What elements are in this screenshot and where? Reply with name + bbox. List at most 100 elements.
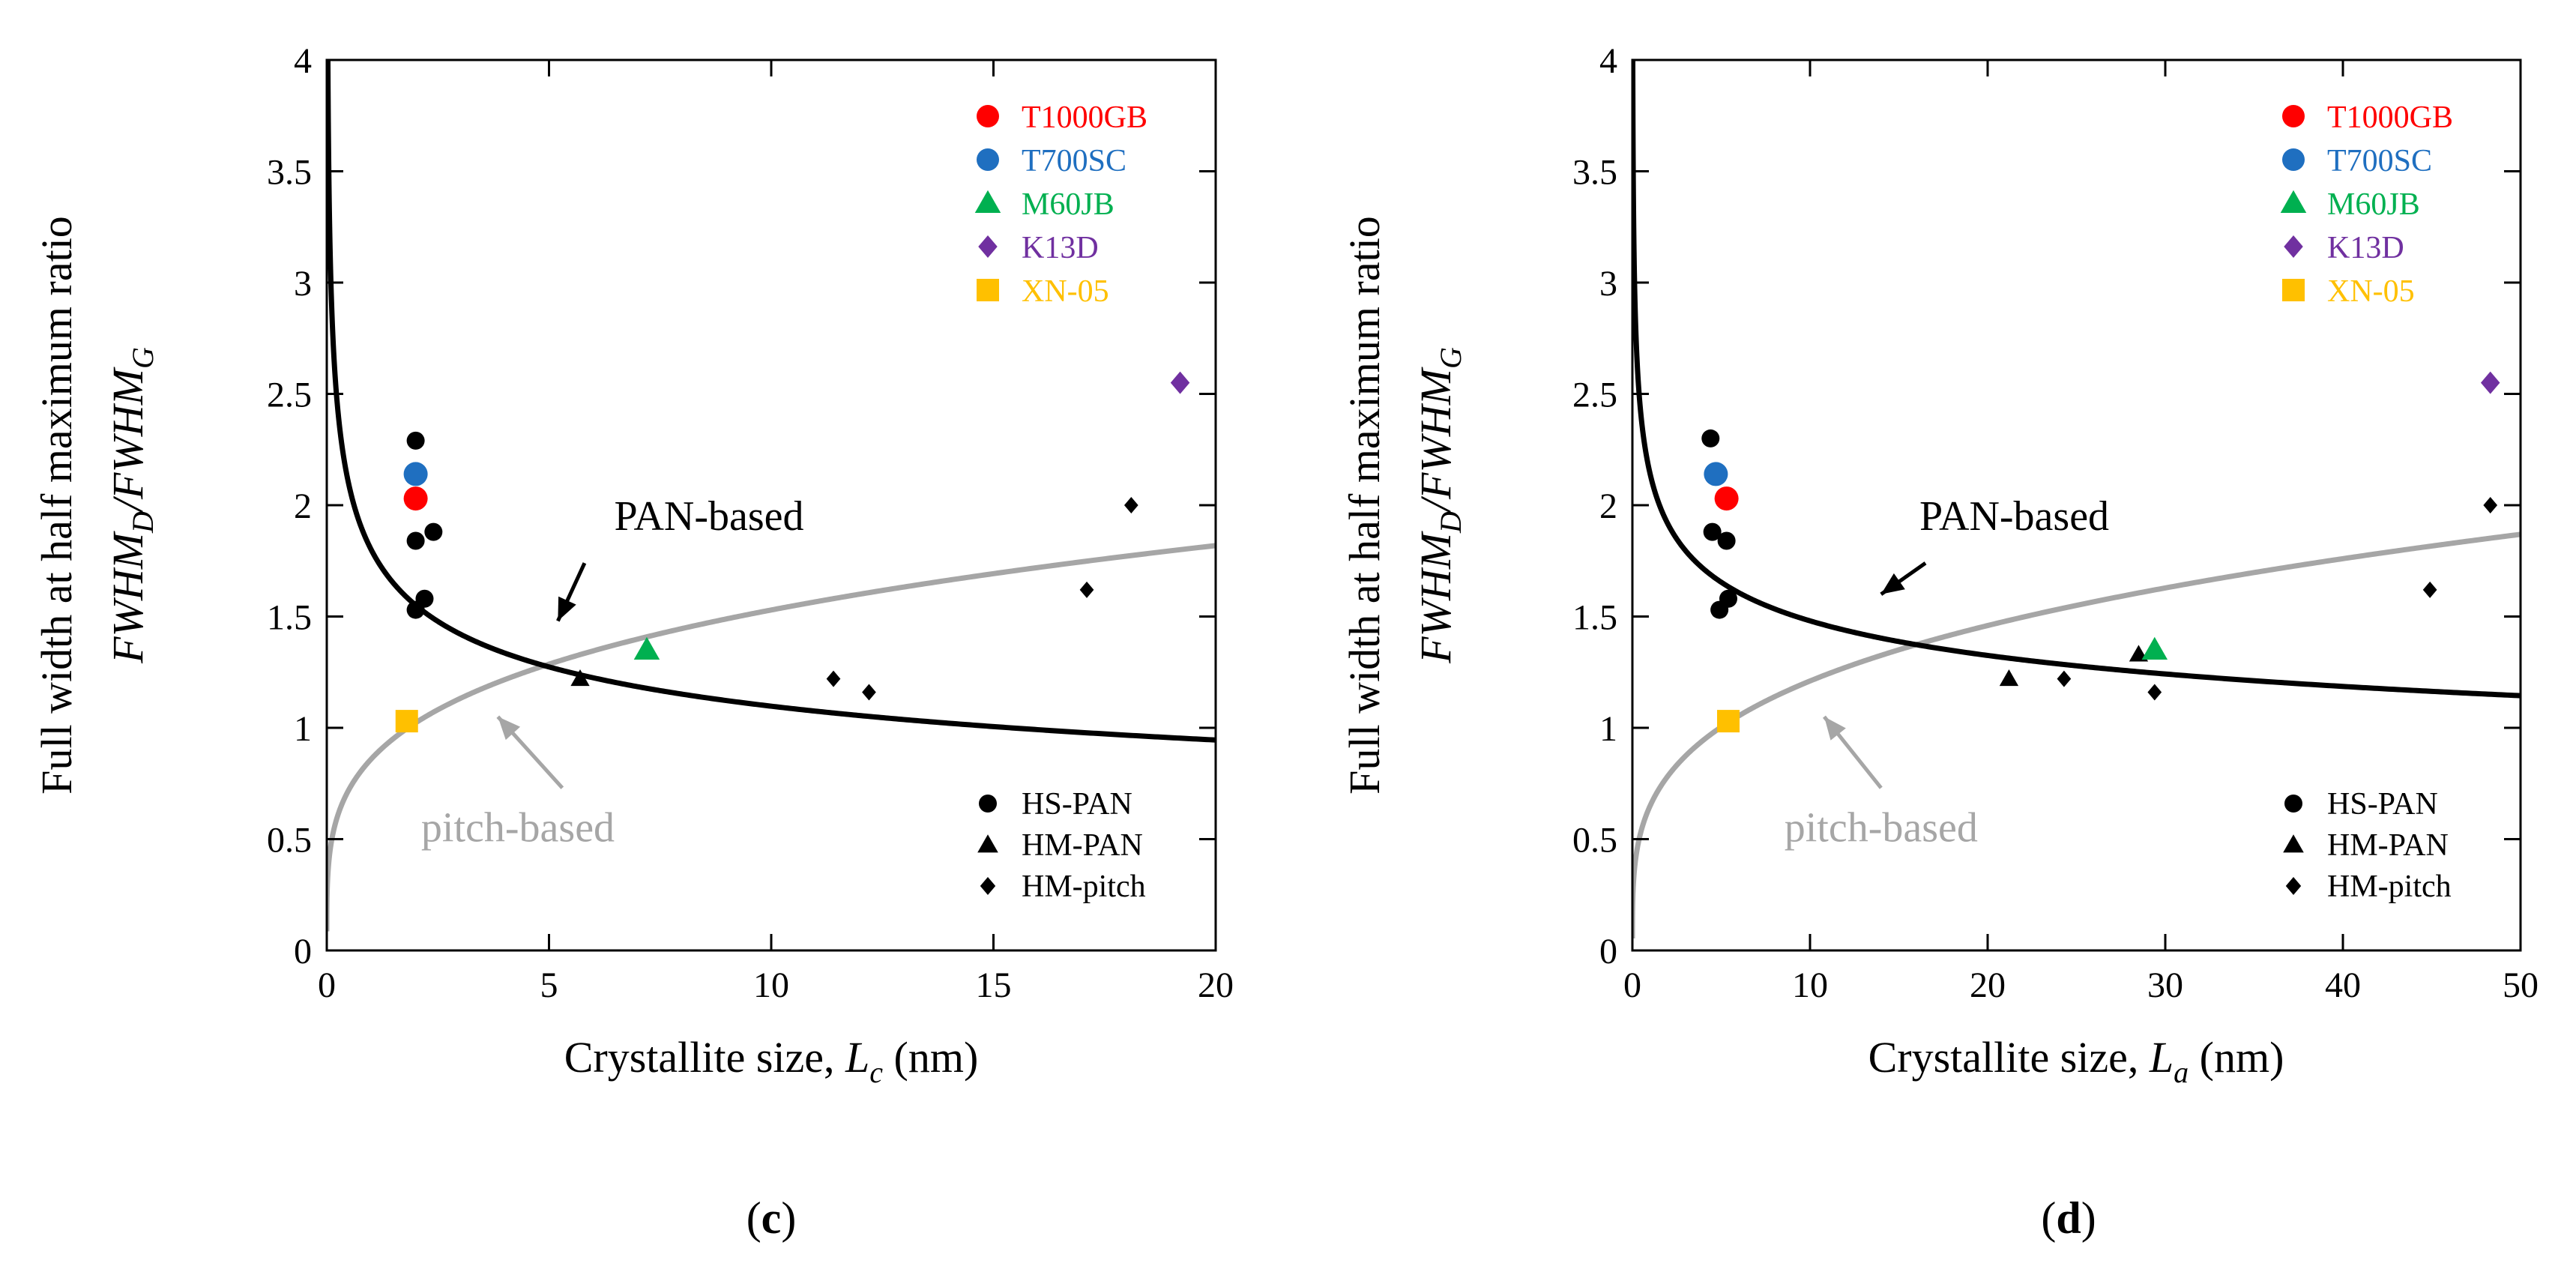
y-axis-label-line2: FWHMD/FWHMG <box>103 347 160 664</box>
legend-label-hm-pan: HM-PAN <box>2327 828 2449 863</box>
legend-label-xn-05: XN-05 <box>1022 274 1109 309</box>
pitch-based-fit-curve <box>327 543 1216 932</box>
y-tick-label: 3 <box>294 264 312 304</box>
data-point-hm-pan <box>1999 669 2019 687</box>
y-tick-label: 3.5 <box>267 153 312 193</box>
legend-marker-xn-05 <box>977 279 999 301</box>
pan-based-annotation: PAN-based <box>1919 493 2109 540</box>
data-point-hs-pan <box>1710 600 1729 619</box>
legend-marker-hs-pan <box>979 795 997 813</box>
data-point-hs-pan <box>406 431 425 450</box>
data-point-hm-pitch <box>862 684 876 701</box>
y-tick-label: 2.5 <box>1572 376 1617 415</box>
data-point-hs-pan <box>424 522 443 541</box>
x-tick-label: 5 <box>540 965 558 1005</box>
y-tick-label: 1.5 <box>1572 598 1617 638</box>
pan-based-fit-curve <box>1632 60 2521 699</box>
legend-label-t700sc: T700SC <box>2327 144 2432 178</box>
legend-marker-t1000gb <box>2282 105 2305 127</box>
data-point-hs-pan <box>1701 429 1720 447</box>
x-tick-label: 30 <box>2147 965 2183 1005</box>
y-tick-label: 1.5 <box>267 598 312 638</box>
pan-based-annotation: PAN-based <box>614 493 803 540</box>
y-tick-label: 1 <box>1599 709 1617 749</box>
data-point-t700sc <box>1704 462 1728 486</box>
annotation-arrow-head <box>498 717 521 741</box>
pitch-based-annotation: pitch-based <box>1785 805 1978 852</box>
legend-label-m60jb: M60JB <box>1022 187 1114 222</box>
data-point-t1000gb <box>403 486 428 511</box>
x-tick-label: 0 <box>1623 965 1641 1005</box>
panel-label: (c) <box>746 1193 797 1243</box>
x-tick-label: 0 <box>318 965 336 1005</box>
legend-marker-hm-pan <box>2283 834 2304 853</box>
data-point-hm-pan <box>570 669 590 687</box>
data-point-xn-05 <box>395 710 418 733</box>
panel-label: (d) <box>2041 1193 2096 1243</box>
x-tick-label: 20 <box>1970 965 2006 1005</box>
pitch-based-fit-curve <box>1632 531 2521 938</box>
legend-marker-hm-pitch <box>980 877 996 895</box>
x-tick-label: 10 <box>1792 965 1828 1005</box>
y-tick-label: 0.5 <box>267 821 312 860</box>
data-point-t700sc <box>403 462 428 486</box>
legend-marker-t700sc <box>2282 148 2305 171</box>
y-tick-label: 1 <box>294 709 312 749</box>
x-axis-label: Crystallite size, La (nm) <box>1868 1033 2284 1089</box>
y-axis-label-line1: Full width at half maximum ratio <box>32 216 81 795</box>
legend-marker-xn-05 <box>2282 279 2305 301</box>
y-tick-label: 4 <box>294 41 312 81</box>
y-tick-label: 2 <box>1599 486 1617 526</box>
legend-label-hm-pan: HM-PAN <box>1022 828 1143 863</box>
legend-marker-m60jb <box>974 190 1001 213</box>
y-axis-label-line1: Full width at half maximum ratio <box>1340 216 1389 795</box>
data-point-hs-pan <box>1703 522 1722 541</box>
y-tick-label: 0.5 <box>1572 821 1617 860</box>
legend-label-hs-pan: HS-PAN <box>2327 787 2438 822</box>
legend-label-hm-pitch: HM-pitch <box>2327 869 2452 904</box>
pitch-based-annotation: pitch-based <box>421 805 615 852</box>
data-point-hs-pan <box>406 600 425 619</box>
data-point-k13d <box>1170 371 1190 394</box>
x-tick-label: 10 <box>753 965 789 1005</box>
annotation-arrow-head <box>1824 717 1846 741</box>
legend-marker-t1000gb <box>977 105 999 127</box>
legend-marker-k13d <box>2284 235 2303 258</box>
legend-marker-m60jb <box>2280 190 2307 213</box>
data-point-hm-pitch <box>2422 581 2437 598</box>
chart-panel-d: 0 10 20 30 40 50 0 0.5 1 1.5 2 2.5 3 3.5 4 Full width a… <box>1340 41 2539 1243</box>
x-tick-label: 20 <box>1198 965 1234 1005</box>
y-tick-label: 0 <box>1599 932 1617 971</box>
data-point-hm-pitch <box>1123 497 1138 513</box>
y-tick-label: 0 <box>294 932 312 971</box>
x-tick-label: 40 <box>2325 965 2361 1005</box>
x-axis-label: Crystallite size, Lc (nm) <box>564 1033 979 1089</box>
annotation-arrow-head <box>558 596 576 621</box>
y-tick-label: 4 <box>1599 41 1617 81</box>
data-point-m60jb <box>2141 636 2168 660</box>
data-point-hs-pan <box>406 531 425 550</box>
legend-marker-hm-pan <box>977 834 998 853</box>
data-point-xn-05 <box>1716 710 1740 733</box>
data-point-hm-pitch <box>2483 497 2498 513</box>
x-tick-label: 50 <box>2503 965 2539 1005</box>
legend-marker-hs-pan <box>2284 795 2302 813</box>
data-point-k13d <box>2480 371 2500 394</box>
legend-label-xn-05: XN-05 <box>2327 274 2415 309</box>
legend-label-m60jb: M60JB <box>2327 187 2420 222</box>
legend-label-hs-pan: HS-PAN <box>1022 787 1132 822</box>
legend-marker-hm-pitch <box>2285 877 2302 895</box>
data-point-hm-pitch <box>2147 684 2162 701</box>
legend-label-t1000gb: T1000GB <box>1022 100 1147 135</box>
y-tick-label: 2.5 <box>267 376 312 415</box>
data-point-hs-pan <box>1717 531 1736 550</box>
legend-label-k13d: K13D <box>2327 231 2404 265</box>
y-axis-label-line2: FWHMD/FWHMG <box>1411 347 1468 664</box>
data-point-hm-pitch <box>1079 581 1094 598</box>
legend-label-t700sc: T700SC <box>1022 144 1126 178</box>
x-tick-label: 15 <box>976 965 1012 1005</box>
data-point-hm-pitch <box>2057 670 2072 687</box>
data-point-hm-pitch <box>826 670 841 687</box>
data-point-m60jb <box>633 636 660 660</box>
